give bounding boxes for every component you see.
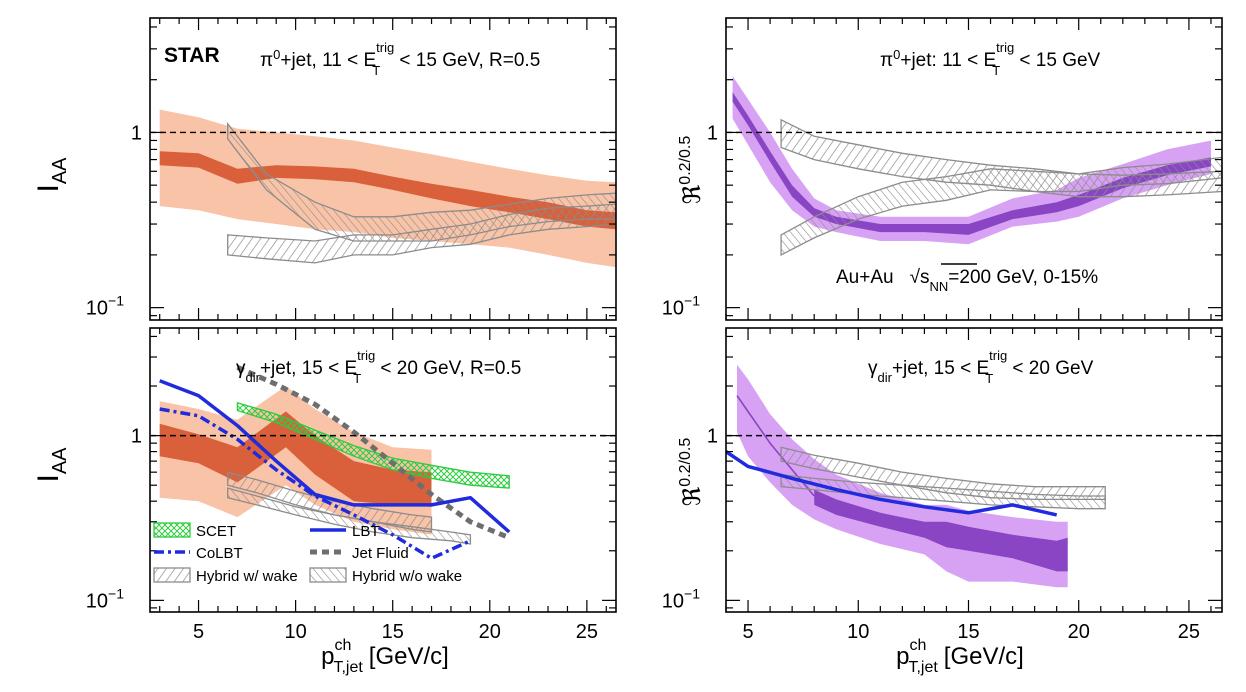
series-hybrid-w-o-wake-band — [227, 121, 616, 242]
y-tick-label: 10−1 — [662, 585, 700, 612]
legend: SCET LBT CoLBT Jet Fluid Hybrid w/ wake Hybri… — [153, 522, 462, 585]
x-tick-label: 5 — [193, 621, 204, 643]
y-axis-label: ℜ0.2/0.5 — [677, 438, 706, 507]
y-tick-label: 1 — [131, 122, 142, 144]
x-tick-label: 5 — [742, 621, 753, 643]
x-tick-label: 25 — [1178, 621, 1200, 643]
panel-bottom-left: 5 10 15 20 25 10−1 1 γdir+jet, 15 < Etrig T < 2… — [32, 327, 617, 676]
plot-frame — [149, 327, 617, 613]
plot-frame — [725, 17, 1223, 321]
y-tick-label: 1 — [131, 426, 142, 448]
legend-label: Hybrid w/ wake — [196, 568, 298, 585]
plot-frame — [725, 327, 1223, 613]
legend-label: Hybrid w/o wake — [352, 568, 462, 585]
panel-title: γdir+jet, 15 < Etrig T < 20 GeV — [868, 348, 1094, 386]
panel-bottom-right: 5 10 15 20 25 10−1 1 γdir+jet, 15 < Etrig T < 2… — [662, 327, 1223, 676]
legend-swatch — [153, 522, 191, 538]
series-star-stat-band — [732, 92, 1211, 235]
y-tick-label: 1 — [707, 122, 718, 144]
series-colbt-line — [159, 407, 472, 561]
experiment-label: STAR — [164, 44, 220, 67]
legend-label: SCET — [196, 523, 236, 540]
legend-label: Jet Fluid — [352, 545, 409, 562]
plot-frame — [149, 17, 617, 321]
x-tick-label: 10 — [847, 621, 869, 643]
legend-item-hybrid_wake: Hybrid w/ wake — [153, 567, 298, 585]
series-star-sys-band — [732, 76, 1211, 245]
legend-swatch — [153, 567, 191, 583]
legend-label: LBT — [352, 523, 380, 540]
y-tick-label: 10−1 — [662, 293, 700, 320]
x-axis-label: pch T,jet [GeV/c] — [896, 637, 1024, 676]
series-lbt-line — [159, 379, 511, 534]
series-star-stat-band — [814, 489, 1068, 572]
series-hybrid-w-o-wake-band — [780, 156, 1222, 256]
x-tick-label: 10 — [285, 621, 307, 643]
x-tick-label: 20 — [1068, 621, 1090, 643]
legend-item-lbt: LBT — [310, 523, 380, 540]
legend-label: CoLBT — [196, 545, 243, 562]
x-tick-label: 25 — [576, 621, 598, 643]
y-tick-label: 1 — [707, 426, 718, 448]
x-tick-label: 20 — [479, 621, 501, 643]
x-tick-label: 15 — [382, 621, 404, 643]
collision-system-label: Au+Au √sNN=200 GeV, 0-15% — [836, 267, 1098, 294]
legend-item-scet: SCET — [153, 522, 236, 540]
panel-top-left: 10−1 1 STAR π0+jet, 11 < Etrig T < 15 GeV,… — [32, 17, 617, 321]
panel-title: γdir+jet, 15 < Etrig T < 20 GeV, R=0.5 — [236, 348, 521, 386]
series-jet-fluid-line — [236, 365, 511, 541]
series-lbt-line — [726, 450, 1058, 517]
panel-title: π0+jet: 11 < Etrig T < 15 GeV — [880, 40, 1101, 78]
x-axis-label: pch T,jet [GeV/c] — [321, 637, 449, 676]
y-axis-label: IAA — [32, 157, 71, 193]
y-axis-label: ℜ0.2/0.5 — [677, 136, 706, 205]
y-axis-label: IAA — [32, 447, 71, 483]
series-star-stat-band — [159, 411, 432, 507]
series-scet-band — [236, 402, 510, 489]
legend-item-colbt: CoLBT — [154, 545, 243, 562]
y-tick-label: 10−1 — [86, 293, 124, 320]
y-tick-label: 10−1 — [86, 585, 124, 612]
legend-item-hybrid_nowake: Hybrid w/o wake — [309, 567, 462, 585]
panel-top-right: 10−1 1 π0+jet: 11 < Etrig T < 15 GeV Au+Au… — [662, 17, 1223, 321]
series-hybrid-w-o-wake-band — [227, 487, 472, 545]
panel-title: π0+jet, 11 < Etrig T < 15 GeV, R=0.5 — [260, 40, 540, 78]
legend-swatch — [309, 567, 347, 583]
legend-item-jetfluid: Jet Fluid — [310, 545, 409, 562]
x-tick-label: 15 — [957, 621, 979, 643]
